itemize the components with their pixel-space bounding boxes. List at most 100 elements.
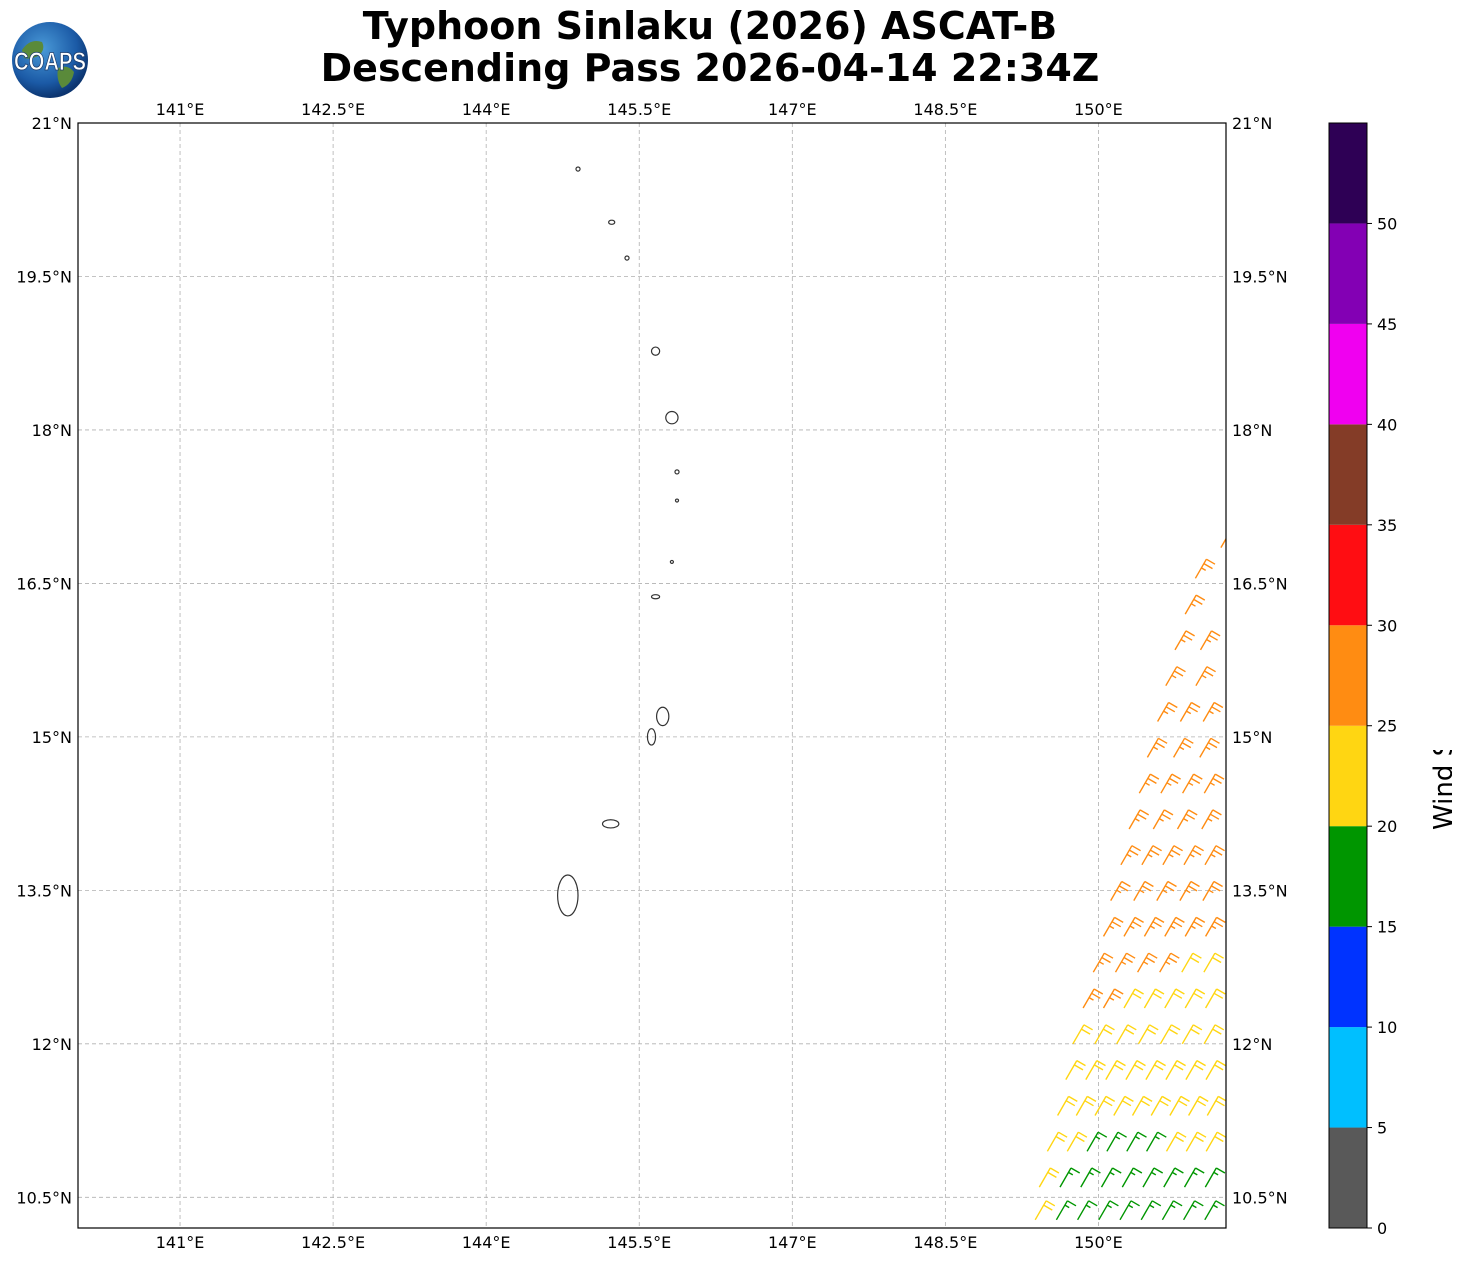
wind-barb xyxy=(1143,916,1165,937)
colorbar-tick-label: 45 xyxy=(1377,315,1397,334)
wind-barb xyxy=(1225,1078,1226,1080)
lon-tick-label-bottom: 142.5°E xyxy=(301,1233,365,1252)
island-coastline xyxy=(601,819,620,829)
wind-barb xyxy=(1165,666,1186,687)
island-coastline xyxy=(655,706,670,727)
wind-barb xyxy=(1202,701,1224,722)
wind-barb xyxy=(1225,720,1226,722)
colorbar-bin xyxy=(1329,1027,1367,1128)
wind-barb xyxy=(1141,845,1162,866)
wind-barb xyxy=(1137,1024,1159,1045)
colorbar-tick-label: 0 xyxy=(1377,1219,1387,1238)
wind-barb xyxy=(1185,1131,1207,1152)
lat-tick-label-right: 18°N xyxy=(1232,421,1272,440)
lon-tick-label-top: 142.5°E xyxy=(301,100,365,119)
lat-tick-label-right: 12°N xyxy=(1232,1035,1272,1054)
wind-barb xyxy=(1204,1167,1226,1188)
wind-barb xyxy=(1142,1167,1164,1188)
wind-barb xyxy=(1076,1200,1098,1221)
lon-tick-label-bottom: 145.5°E xyxy=(607,1233,671,1252)
wind-barb xyxy=(1113,1095,1134,1116)
lon-tick-label-bottom: 150°E xyxy=(1074,1233,1123,1252)
colorbar-tick-label: 40 xyxy=(1377,415,1397,434)
lat-tick-label-left: 10.5°N xyxy=(16,1188,72,1207)
colorbar-tick-label: 5 xyxy=(1377,1119,1387,1138)
colorbar-bin xyxy=(1329,625,1367,726)
wind-barb xyxy=(1204,916,1226,937)
colorbar-bin xyxy=(1329,424,1367,525)
island-coastline xyxy=(608,219,616,225)
colorbar: 0 5 10 15 20 25 30 35 40 45 50 xyxy=(1328,122,1397,1238)
lon-tick-label-top: 150°E xyxy=(1074,100,1123,119)
coastlines xyxy=(557,166,680,917)
wind-barb xyxy=(1181,773,1203,794)
wind-barb xyxy=(1225,612,1226,615)
wind-barb xyxy=(1094,1095,1116,1116)
wind-barb xyxy=(1145,1059,1166,1080)
wind-barb xyxy=(1146,737,1168,758)
lat-tick-label-right: 15°N xyxy=(1232,728,1272,747)
logo-text: COAPS xyxy=(14,48,86,76)
wind-barb xyxy=(1116,1024,1137,1045)
lat-tick-label-left: 13.5°N xyxy=(16,881,72,900)
lon-tick-label-top: 147°E xyxy=(768,100,817,119)
wind-barb xyxy=(1162,845,1183,866)
colorbar-bin xyxy=(1329,223,1367,324)
wind-barb xyxy=(1094,1024,1115,1045)
wind-barb xyxy=(1225,648,1226,650)
wind-barb xyxy=(1204,845,1225,866)
wind-barb xyxy=(1225,863,1226,865)
wind-barb xyxy=(1046,1131,1068,1152)
wind-barb xyxy=(1125,1059,1146,1080)
island-coastline xyxy=(674,498,680,503)
wind-barb xyxy=(1183,1167,1205,1188)
wind-barb xyxy=(1163,1167,1184,1188)
wind-barb xyxy=(1202,880,1223,901)
wind-barb xyxy=(1225,935,1226,937)
lat-tick-label-right: 21°N xyxy=(1232,114,1272,133)
wind-barb xyxy=(1225,1149,1226,1152)
lat-tick-label-left: 18°N xyxy=(32,421,72,440)
lon-tick-label-bottom: 148.5°E xyxy=(913,1233,977,1252)
wind-barb xyxy=(1203,1024,1225,1045)
island-coastline xyxy=(650,346,661,356)
lat-tick-label-left: 15°N xyxy=(32,728,72,747)
lat-tick-label-right: 13.5°N xyxy=(1232,881,1288,900)
wind-barb xyxy=(1066,1131,1088,1152)
colorbar-bin xyxy=(1329,323,1367,425)
wind-barb xyxy=(1220,537,1226,548)
lon-tick-label-bottom: 147°E xyxy=(768,1233,817,1252)
wind-barb xyxy=(1184,594,1206,615)
wind-barb xyxy=(1199,737,1220,758)
lat-tick-label-left: 12°N xyxy=(32,1035,72,1054)
colorbar-tick-label: 15 xyxy=(1377,918,1397,937)
wind-barb xyxy=(1121,1167,1143,1188)
continent-shape xyxy=(22,41,44,59)
wind-barb xyxy=(1056,1095,1078,1116)
wind-barb xyxy=(1225,791,1226,794)
wind-barb xyxy=(1123,916,1144,937)
wind-barb xyxy=(1205,1131,1226,1152)
wind-barb xyxy=(1187,1095,1209,1116)
lat-tick-label-right: 16.5°N xyxy=(1232,574,1288,593)
island-coastline xyxy=(557,874,579,917)
wind-barb xyxy=(1082,988,1104,1009)
colorbar-label: Wind Speed (knots) xyxy=(1429,750,1452,830)
wind-barb xyxy=(1159,1024,1181,1045)
wind-barb xyxy=(1133,880,1154,901)
wind-barb xyxy=(1172,737,1194,758)
wind-barb xyxy=(1203,952,1224,973)
wind-barb xyxy=(1140,1200,1162,1221)
wind-barb xyxy=(1105,1059,1126,1080)
wind-barb xyxy=(1102,916,1124,937)
wind-barb xyxy=(1161,1200,1183,1221)
wind-barb xyxy=(1195,666,1216,687)
lon-tick-label-bottom: 141°E xyxy=(156,1233,205,1252)
wind-barb xyxy=(1128,809,1150,830)
lon-tick-label-bottom: 144°E xyxy=(462,1233,511,1252)
wind-barbs xyxy=(1034,537,1226,1221)
wind-barb xyxy=(1143,988,1165,1009)
wind-barb xyxy=(1156,701,1178,722)
chart-title-line1: Typhoon Sinlaku (2026) ASCAT-B xyxy=(362,4,1058,48)
